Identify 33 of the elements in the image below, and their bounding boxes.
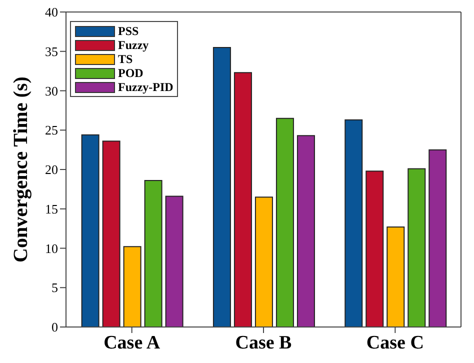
y-tick-label: 20 xyxy=(45,162,58,178)
y-tick-label: 5 xyxy=(52,280,58,296)
y-tick-label: 15 xyxy=(45,201,58,216)
y-tick-label: 35 xyxy=(45,44,58,59)
x-tick-label: Case B xyxy=(235,332,292,354)
legend-label: POD xyxy=(118,66,144,80)
bar xyxy=(408,168,426,327)
x-tick-label: Case C xyxy=(366,332,424,354)
bar xyxy=(386,226,405,327)
bar xyxy=(234,72,252,327)
y-axis-title: Convergence Time (s) xyxy=(10,76,32,262)
bar xyxy=(276,118,294,327)
legend-label: TS xyxy=(118,52,133,66)
bar xyxy=(254,196,273,327)
bar xyxy=(123,246,142,327)
legend-label: Fuzzy-PID xyxy=(118,80,174,94)
legend-label: Fuzzy xyxy=(118,38,149,52)
bar xyxy=(102,140,120,327)
y-tick-label: 40 xyxy=(45,4,58,20)
bar xyxy=(344,119,363,327)
y-tick-label: 25 xyxy=(45,122,58,138)
y-tick-label: 30 xyxy=(45,83,58,98)
y-tick-label: 0 xyxy=(52,320,58,335)
bar xyxy=(144,180,162,327)
x-tick-label: Case A xyxy=(104,332,160,354)
bar xyxy=(81,134,100,327)
bar xyxy=(296,135,315,327)
legend-label: PSS xyxy=(118,24,139,38)
bar xyxy=(165,196,184,327)
bar xyxy=(366,170,384,327)
y-tick-label: 10 xyxy=(45,240,58,256)
bar xyxy=(428,149,447,327)
bar xyxy=(212,46,231,327)
